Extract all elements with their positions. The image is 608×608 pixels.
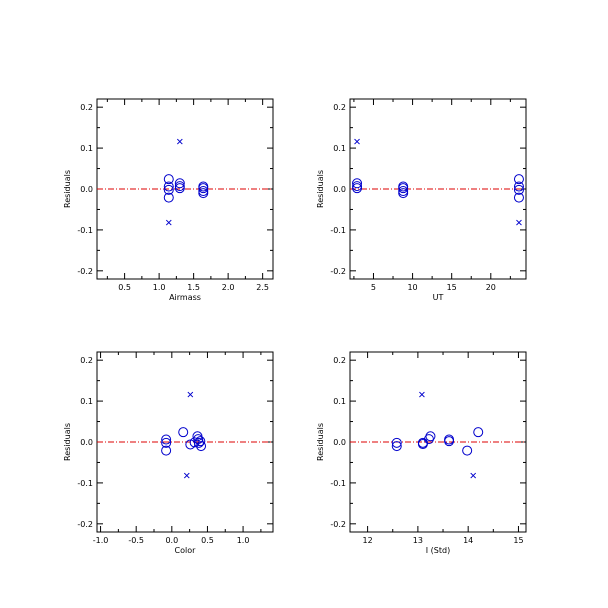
- x-tick-label: 0.5: [118, 283, 131, 292]
- data-point-circle: [425, 431, 436, 442]
- data-point-circle: [462, 445, 473, 456]
- chart-panel-3: -0.2 -0.1 0.0 0.1 0.2 -1.0 -0.5 0.0 0.5 1.0 Color R…: [63, 351, 274, 555]
- x-axis-label: UT: [433, 293, 444, 302]
- data-point-circle: [174, 178, 185, 189]
- data-point-circle: [398, 188, 409, 199]
- data-point-cross: [176, 138, 183, 145]
- data-point-circle: [352, 183, 363, 194]
- y-tick-label: 0.1: [80, 397, 93, 406]
- y-tick-label: 0.0: [80, 185, 93, 194]
- y-tick-label: -0.1: [77, 479, 93, 488]
- data-point-circle: [163, 174, 174, 185]
- x-axis-label: I (Std): [426, 546, 450, 555]
- y-tick-label: -0.1: [77, 226, 93, 235]
- data-point-cross: [165, 219, 172, 226]
- x-tick-label: -1.0: [93, 536, 109, 545]
- chart-panel-1: -0.2 -0.1 0.0 0.1 0.2 0.5 1.0 1.5 2.0 2.5 Airmass R…: [63, 98, 274, 302]
- data-point-circle: [417, 439, 428, 450]
- data-point-circle: [174, 183, 185, 194]
- data-point-circle: [444, 436, 455, 447]
- data-point-circle: [513, 181, 524, 192]
- x-tick-label: 1.0: [237, 536, 250, 545]
- data-point-circle: [161, 434, 172, 445]
- x-tick-label: 20: [486, 283, 496, 292]
- x-tick-label: 1.5: [187, 283, 200, 292]
- data-point-circle: [161, 445, 172, 456]
- x-tick-label: -0.5: [128, 536, 144, 545]
- data-point-circle: [513, 192, 524, 203]
- data-point-circle: [189, 437, 200, 448]
- data-point-circle: [391, 441, 402, 452]
- data-point-circle: [198, 188, 209, 199]
- data-point-cross: [354, 138, 360, 145]
- data-point-circle: [513, 174, 524, 185]
- data-point-circle: [195, 436, 206, 447]
- data-point-circle: [196, 441, 207, 452]
- y-axis-label: Residuals: [63, 423, 72, 461]
- x-tick-label: 0.0: [165, 536, 178, 545]
- data-point-cross: [419, 391, 425, 398]
- y-tick-label: 0.2: [333, 103, 346, 112]
- data-point-circle: [193, 437, 204, 448]
- y-tick-label: -0.2: [77, 267, 93, 276]
- x-tick-label: 1.0: [153, 283, 166, 292]
- y-tick-label: 0.1: [80, 144, 93, 153]
- y-axis-label: Residuals: [63, 170, 72, 208]
- chart-panel-2: -0.2 -0.1 0.0 0.1 0.2 5 10 15 20 UT Residuals: [316, 98, 527, 302]
- data-point-cross: [187, 391, 194, 398]
- y-tick-label: -0.1: [330, 479, 346, 488]
- x-tick-label: 12: [363, 536, 373, 545]
- data-point-circle: [398, 183, 409, 194]
- x-tick-label: 15: [447, 283, 457, 292]
- data-point-circle: [163, 181, 174, 192]
- x-tick-label: 10: [407, 283, 417, 292]
- x-tick-label: 5: [371, 283, 376, 292]
- x-axis-label: Color: [175, 546, 197, 555]
- data-point-circle: [352, 178, 363, 189]
- y-tick-label: 0.2: [80, 356, 93, 365]
- y-tick-label: 0.2: [80, 103, 93, 112]
- data-point-circle: [513, 184, 524, 195]
- data-point-cross: [470, 472, 477, 479]
- y-axis-label: Residuals: [316, 423, 325, 461]
- y-tick-label: -0.2: [77, 520, 93, 529]
- x-tick-label: 14: [463, 536, 473, 545]
- x-tick-label: 2.5: [256, 283, 269, 292]
- y-tick-label: -0.1: [330, 226, 346, 235]
- data-point-circle: [163, 192, 174, 203]
- y-tick-label: 0.2: [333, 356, 346, 365]
- y-tick-label: 0.0: [333, 438, 346, 447]
- x-tick-label: 0.5: [201, 536, 214, 545]
- y-tick-label: 0.0: [333, 185, 346, 194]
- x-tick-label: 2.0: [222, 283, 235, 292]
- data-point-circle: [161, 437, 172, 448]
- data-point-circle: [423, 434, 434, 445]
- y-axis-label: Residuals: [316, 170, 325, 208]
- data-point-circle: [193, 434, 204, 445]
- y-tick-label: -0.2: [330, 520, 346, 529]
- data-point-circle: [198, 183, 209, 194]
- y-tick-label: -0.2: [330, 267, 346, 276]
- y-tick-label: 0.0: [80, 438, 93, 447]
- data-point-circle: [163, 184, 174, 195]
- y-tick-label: 0.1: [333, 397, 346, 406]
- data-point-circle: [473, 427, 484, 438]
- chart-panel-4: -0.2 -0.1 0.0 0.1 0.2 12 13 14 15 I (Std) Residual…: [316, 351, 527, 555]
- y-tick-label: 0.1: [333, 144, 346, 153]
- data-point-cross: [183, 472, 190, 479]
- x-tick-label: 13: [413, 536, 423, 545]
- data-point-circle: [391, 437, 402, 448]
- x-axis-label: Airmass: [169, 293, 201, 302]
- data-point-circle: [178, 427, 189, 438]
- data-point-cross: [516, 219, 522, 226]
- x-tick-label: 15: [513, 536, 523, 545]
